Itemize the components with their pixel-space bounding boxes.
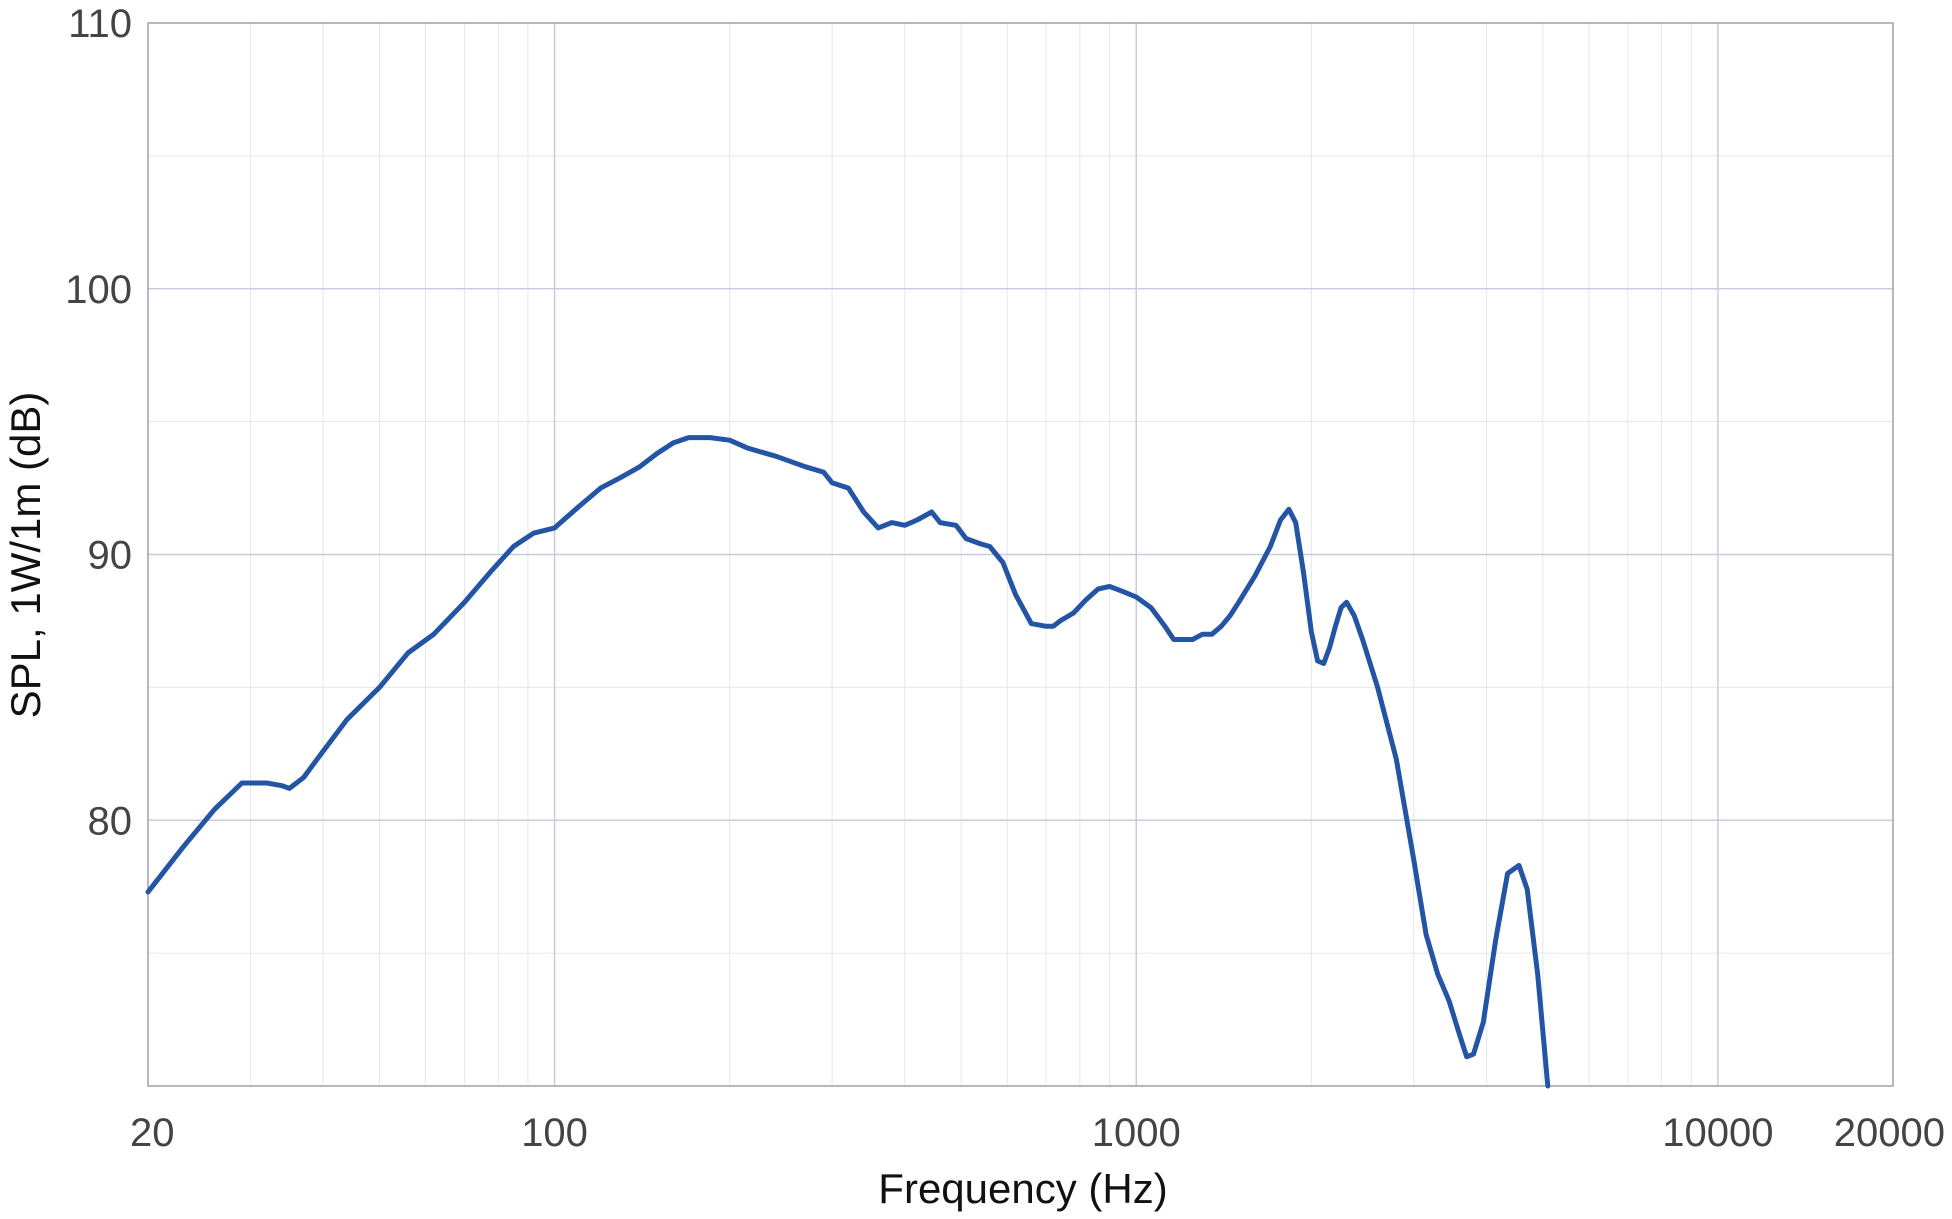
y-tick-label: 80 [88,799,133,843]
y-tick-label: 100 [65,268,132,312]
x-tick-label: 100 [521,1111,588,1155]
y-axis-tick-labels: 80 90 100 110 [65,2,132,843]
x-axis-title: Frequency (Hz) [878,1165,1167,1212]
x-tick-label: 1000 [1092,1111,1181,1155]
y-axis-title: SPL, 1W/1m (dB) [2,392,49,719]
x-tick-label: 10000 [1662,1111,1773,1155]
y-tick-label: 90 [88,534,133,578]
y-tick-label: 110 [68,2,132,46]
x-tick-label: 20000 [1834,1111,1945,1155]
major-gridlines [148,23,1893,1086]
x-axis-tick-labels: 20 100 1000 10000 20000 [130,1111,1945,1155]
x-tick-label: 20 [130,1111,175,1155]
series-line [145,435,1551,1089]
plot-frame [147,22,1894,1087]
